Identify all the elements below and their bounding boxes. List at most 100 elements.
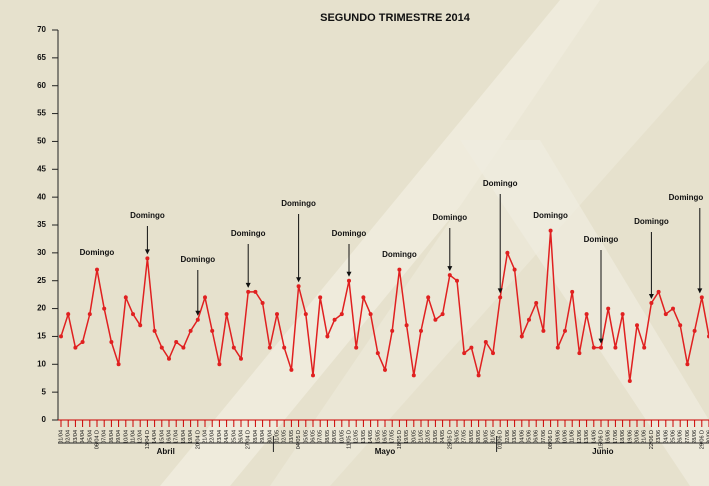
data-point (339, 312, 344, 317)
x-tick-label: 11/04 (130, 430, 136, 443)
x-tick-label: 02/04 (66, 430, 72, 444)
x-tick-label: 17/06 (613, 430, 619, 444)
x-tick-label: 18/04 (181, 430, 187, 444)
annotation-arrowhead (245, 282, 251, 288)
data-point (627, 379, 632, 383)
background-stripe (460, 140, 709, 486)
x-tick-label: 20/04 D (195, 430, 201, 449)
data-point (390, 328, 395, 333)
annotation-label: Domingo (231, 229, 266, 238)
x-tick-label: 11/05 D (346, 430, 352, 449)
x-tick-label: 16/04 (166, 430, 172, 444)
background-stripe (160, 0, 630, 486)
x-tick-label: 06/05 (310, 430, 316, 444)
data-point (656, 289, 661, 294)
x-tick-label: 09/05 (332, 430, 338, 444)
x-tick-label: 10/04 (123, 430, 129, 444)
x-tick-label: 29/04 (260, 430, 266, 444)
data-point (699, 295, 704, 300)
data-point (577, 351, 582, 356)
x-tick-label: 26/06 (678, 430, 684, 444)
data-point (253, 289, 258, 294)
x-tick-label: 04/05 D (296, 430, 302, 449)
data-point (404, 323, 409, 328)
x-tick-label: 06/04 D (94, 430, 100, 449)
x-tick-label: 19/06 (627, 430, 633, 444)
data-point (483, 340, 488, 344)
data-point (476, 373, 481, 378)
data-point (397, 267, 402, 272)
data-point (203, 295, 207, 300)
x-tick-label: 05/06 (526, 430, 532, 444)
x-tick-label: 09/04 (116, 430, 122, 444)
data-point (613, 345, 618, 350)
x-tick-label: 07/05 (318, 430, 324, 444)
x-tick-label: 22/04 (210, 430, 216, 444)
annotation-label: Domingo (634, 217, 669, 226)
data-point (59, 334, 63, 339)
x-tick-label: 20/06 (634, 430, 640, 444)
data-point (491, 351, 495, 356)
data-point (246, 289, 251, 294)
x-tick-label: 16/06 (606, 430, 612, 444)
data-point (95, 267, 99, 272)
x-tick-label: 21/05 (418, 430, 424, 444)
x-tick-label: 13/04 D (145, 430, 151, 449)
data-point (347, 278, 351, 283)
annotation-arrowhead (195, 310, 201, 316)
annotation-arrowhead (144, 249, 150, 255)
annotation-arrowhead (598, 338, 604, 344)
data-point (231, 345, 236, 350)
x-tick-label: 24/04 (224, 430, 230, 444)
x-tick-label: 01/05 (274, 430, 280, 444)
data-point (296, 284, 301, 289)
data-point (123, 295, 128, 300)
data-point (260, 301, 265, 305)
x-tick-label: 25/05 D (447, 430, 453, 449)
data-point (145, 256, 150, 261)
x-tick-label: 31/05 (490, 430, 496, 444)
annotation-arrowhead (296, 277, 302, 283)
x-tick-label: 06/06 (534, 430, 540, 444)
annotation-label: Domingo (80, 248, 115, 257)
data-point (498, 295, 503, 300)
x-tick-label: 27/06 (685, 430, 691, 444)
x-tick-label: 08/06 D (548, 430, 554, 449)
y-tick-label: 25 (37, 276, 46, 285)
y-tick-label: 20 (37, 304, 46, 313)
data-point (649, 301, 654, 305)
x-tick-label: 12/06 (577, 430, 583, 444)
x-tick-label: 18/05 D (397, 430, 403, 449)
data-point (433, 317, 438, 322)
data-point (375, 351, 380, 356)
x-tick-label: 25/06 (670, 430, 676, 444)
x-tick-label: 12/05 (354, 430, 360, 444)
x-tick-label: 17/04 (174, 430, 180, 444)
data-point (671, 306, 675, 311)
data-point (73, 345, 78, 350)
y-tick-label: 35 (37, 220, 46, 229)
data-point (195, 317, 200, 322)
x-tick-label: 28/06 (692, 430, 698, 444)
x-tick-label: 10/06 (562, 430, 568, 444)
x-tick-label: 22/05 (426, 430, 432, 444)
x-tick-label: 27/05 (462, 430, 468, 444)
data-point (303, 312, 308, 317)
y-tick-label: 30 (37, 248, 46, 257)
data-point (66, 312, 71, 317)
x-tick-label: 04/06 (519, 430, 525, 444)
y-tick-label: 60 (37, 81, 46, 90)
x-tick-label: 13/05 (361, 430, 367, 444)
x-tick-label: 03/05 (289, 430, 295, 444)
x-tick-label: 01/06 D (498, 430, 504, 449)
x-tick-label: 07/04 (102, 430, 108, 444)
x-tick-label: 27/04 D (246, 430, 252, 449)
annotation-label: Domingo (130, 211, 165, 220)
month-label: Mayo (375, 447, 396, 456)
data-point (534, 301, 539, 305)
data-point (102, 306, 107, 311)
x-tick-label: 08/05 (325, 430, 331, 444)
x-tick-label: 05/05 (303, 430, 309, 444)
x-tick-label: 01/04 (58, 430, 64, 444)
data-point (527, 317, 531, 322)
